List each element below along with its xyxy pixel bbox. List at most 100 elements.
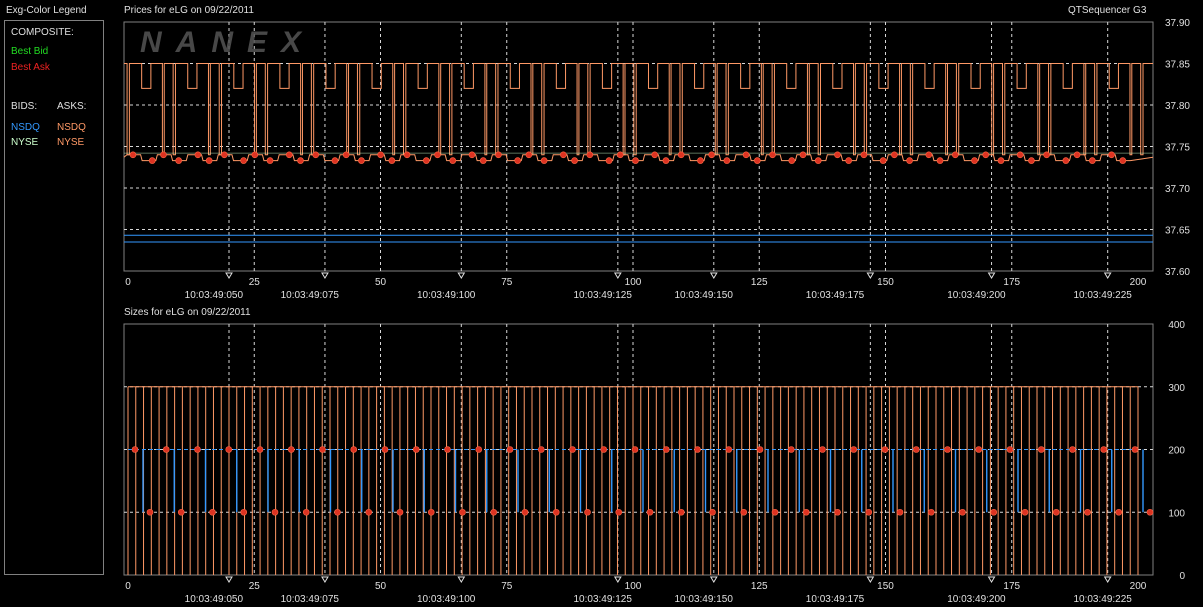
price-marker <box>632 157 639 164</box>
price-marker <box>814 157 822 164</box>
size-marker-200 <box>194 446 201 453</box>
size-marker-100 <box>709 508 716 516</box>
price-time-label: 10:03:49:150 <box>675 290 734 301</box>
price-marker <box>221 151 228 159</box>
price-marker <box>240 157 247 164</box>
size-marker-100 <box>1084 508 1091 516</box>
size-marker-200 <box>131 446 139 453</box>
price-marker <box>331 157 339 164</box>
price-y-tick-label: 37.70 <box>1165 184 1190 195</box>
price-marker <box>1119 157 1127 164</box>
price-marker <box>540 157 548 164</box>
price-marker <box>845 157 852 164</box>
size-marker-100 <box>302 508 310 516</box>
price-marker <box>194 151 202 159</box>
price-marker <box>514 157 521 164</box>
ask-nsdq-label: NSDQ <box>57 122 86 133</box>
size-x-tick-label: 100 <box>625 581 642 592</box>
price-marker <box>982 151 990 159</box>
price-marker <box>388 157 396 164</box>
price-marker <box>1043 151 1050 159</box>
price-marker <box>971 157 978 164</box>
price-time-label: 10:03:49:100 <box>417 290 476 301</box>
price-marker <box>1108 151 1115 159</box>
size-marker-100 <box>584 508 591 516</box>
price-marker <box>586 151 594 159</box>
legend-title: Exg-Color Legend <box>6 5 87 16</box>
price-marker <box>525 151 533 159</box>
size-marker-200 <box>256 446 264 453</box>
price-time-marker <box>613 272 622 279</box>
price-marker <box>677 151 685 159</box>
price-x-tick-label: 125 <box>751 277 768 288</box>
size-marker-200 <box>225 446 233 453</box>
price-marker <box>925 151 933 159</box>
price-marker <box>205 157 213 164</box>
price-marker <box>1028 157 1035 164</box>
size-marker-200 <box>600 446 608 453</box>
price-marker <box>723 157 731 164</box>
asks-heading: ASKS: <box>57 101 87 112</box>
size-marker-200 <box>537 446 545 453</box>
price-marker <box>251 151 259 159</box>
price-y-tick-label: 37.75 <box>1165 143 1190 154</box>
price-x-tick-label: 150 <box>877 277 894 288</box>
size-marker-100 <box>146 508 154 516</box>
price-marker <box>434 151 441 159</box>
price-marker <box>936 157 944 164</box>
price-marker <box>560 151 567 159</box>
size-marker-100 <box>396 508 404 516</box>
size-marker-200 <box>444 446 451 453</box>
best-ask-label: Best Ask <box>11 62 50 73</box>
price-marker <box>403 151 411 159</box>
price-marker <box>297 157 304 164</box>
price-marker <box>1073 151 1081 159</box>
size-marker-200 <box>319 446 326 453</box>
size-marker-100 <box>677 508 685 516</box>
size-marker-200 <box>1131 446 1139 453</box>
size-marker-100 <box>1052 508 1060 516</box>
price-marker <box>1089 157 1096 164</box>
size-marker-100 <box>834 508 841 516</box>
price-time-marker <box>709 272 718 279</box>
size-time-marker <box>709 576 718 583</box>
price-title: Prices for eLG on 09/22/2011 <box>124 5 254 16</box>
price-marker <box>377 151 384 159</box>
price-y-tick-label: 37.85 <box>1165 60 1190 71</box>
price-time-marker <box>457 272 466 279</box>
size-marker-100 <box>552 508 560 516</box>
size-marker-200 <box>662 446 670 453</box>
size-marker-100 <box>740 508 748 516</box>
size-marker-100 <box>177 508 185 516</box>
price-marker <box>879 157 887 164</box>
best-bid-label: Best Bid <box>11 46 49 57</box>
price-marker <box>266 157 274 164</box>
size-time-label: 10:03:49:100 <box>417 594 476 605</box>
size-marker-200 <box>569 446 576 453</box>
size-time-label: 10:03:49:150 <box>675 594 734 605</box>
price-time-label: 10:03:49:125 <box>574 290 633 301</box>
size-marker-200 <box>381 446 389 453</box>
size-marker-100 <box>365 508 373 516</box>
size-x-tick-label: 125 <box>751 581 768 592</box>
price-marker <box>662 157 670 164</box>
price-y-tick-label: 37.90 <box>1165 18 1190 29</box>
price-marker <box>616 151 624 159</box>
price-x-tick-label: 200 <box>1130 277 1147 288</box>
price-time-label: 10:03:49:225 <box>1073 290 1132 301</box>
size-time-label: 10:03:49:175 <box>806 594 865 605</box>
size-marker-200 <box>162 446 170 453</box>
size-marker-100 <box>896 508 904 516</box>
size-y-tick-label: 0 <box>1179 571 1185 582</box>
price-marker <box>754 157 761 164</box>
size-marker-100 <box>1021 508 1029 516</box>
price-marker <box>997 157 1005 164</box>
size-marker-200 <box>412 446 420 453</box>
price-marker <box>742 151 750 159</box>
size-marker-200 <box>881 446 889 453</box>
price-x-tick-label: 100 <box>625 277 642 288</box>
size-marker-100 <box>240 508 248 516</box>
price-marker <box>423 157 430 164</box>
bid-nyse-label: NYSE <box>11 137 39 148</box>
